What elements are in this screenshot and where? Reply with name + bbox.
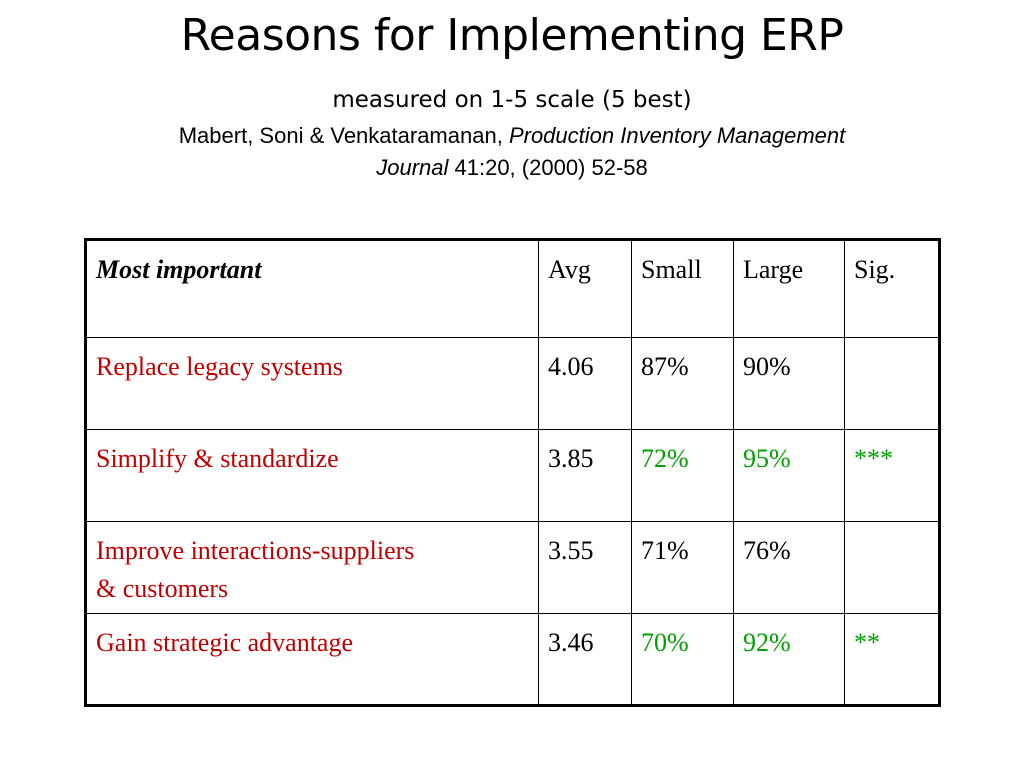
reason-cell: Improve interactions-suppliers & customer… — [85, 521, 539, 614]
header-large: Large — [733, 239, 845, 338]
header-small: Small — [631, 239, 734, 338]
small-cell: 72% — [631, 429, 734, 522]
citation-journal-part1: Production Inventory Management — [508, 123, 846, 148]
table-row: Gain strategic advantage 3.46 70% 92% ** — [85, 613, 940, 706]
avg-cell: 4.06 — [538, 337, 632, 430]
small-cell: 87% — [631, 337, 734, 430]
avg-cell: 3.55 — [538, 521, 632, 614]
citation-tail: 41:20, (2000) 52-58 — [448, 155, 648, 180]
reason-cell: Gain strategic advantage — [85, 613, 539, 706]
reason-text: Improve interactions-suppliers — [96, 536, 415, 565]
reason-text: Gain strategic advantage — [96, 628, 353, 657]
slide-title: Reasons for Implementing ERP — [180, 10, 844, 61]
sig-cell — [844, 521, 940, 614]
header-avg: Avg — [538, 239, 632, 338]
slide-subtitle: measured on 1-5 scale (5 best) — [332, 87, 692, 113]
reason-text: Replace legacy systems — [96, 352, 343, 381]
sig-cell — [844, 337, 940, 430]
erp-reasons-table: Most important Avg Small Large Sig. Repl… — [84, 238, 941, 707]
reason-text: Simplify & standardize — [96, 444, 339, 473]
large-cell: 76% — [733, 521, 845, 614]
header-sig: Sig. — [844, 239, 940, 338]
sig-cell: ** — [844, 613, 940, 706]
small-cell: 70% — [631, 613, 734, 706]
table-header-row: Most important Avg Small Large Sig. — [85, 239, 940, 338]
header-most-important: Most important — [85, 239, 539, 338]
avg-cell: 3.85 — [538, 429, 632, 522]
citation-authors: Mabert, Soni & Venkataramanan, — [178, 123, 509, 148]
table-row: Simplify & standardize 3.85 72% 95% *** — [85, 429, 940, 522]
sig-cell: *** — [844, 429, 940, 522]
avg-cell: 3.46 — [538, 613, 632, 706]
large-cell: 92% — [733, 613, 845, 706]
reason-text-line2: & customers — [96, 574, 229, 603]
citation: Mabert, Soni & Venkataramanan, Productio… — [40, 120, 984, 184]
large-cell: 90% — [733, 337, 845, 430]
large-cell: 95% — [733, 429, 845, 522]
table-row: Replace legacy systems 4.06 87% 90% — [85, 337, 940, 430]
citation-journal-part2: Journal — [376, 155, 449, 180]
reason-cell: Replace legacy systems — [85, 337, 539, 430]
small-cell: 71% — [631, 521, 734, 614]
reason-cell: Simplify & standardize — [85, 429, 539, 522]
table-row: Improve interactions-suppliers & customer… — [85, 521, 940, 614]
